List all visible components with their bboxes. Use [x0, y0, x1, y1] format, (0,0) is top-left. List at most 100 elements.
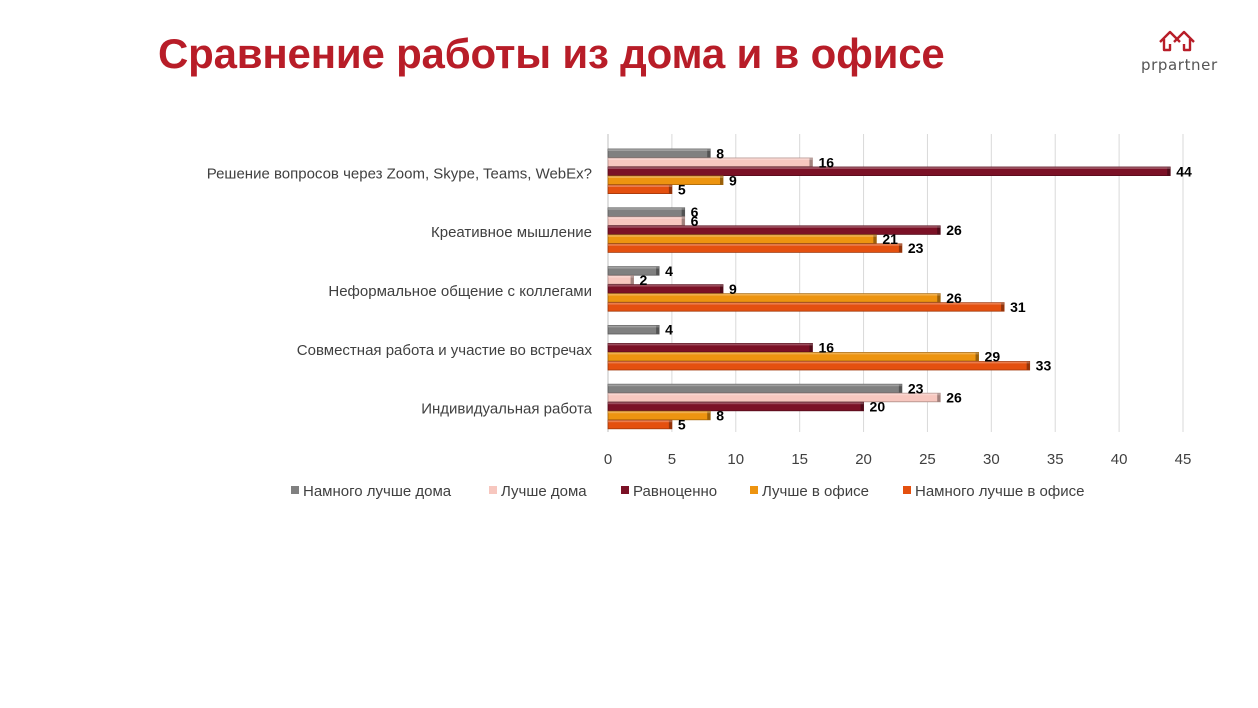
- x-tick-label: 0: [604, 451, 612, 468]
- bar-end-bevel: [707, 411, 711, 420]
- legend-label: Лучше в офисе: [762, 483, 869, 500]
- bar-highlight: [608, 352, 979, 355]
- x-tick-label: 30: [983, 451, 1000, 468]
- legend-swatch: [489, 486, 497, 494]
- bar-highlight: [608, 216, 685, 219]
- data-label: 5: [678, 181, 686, 197]
- bar-end-bevel: [809, 343, 813, 352]
- legend-label: Лучше дома: [501, 483, 587, 500]
- data-label: 9: [729, 281, 737, 297]
- bar-highlight: [608, 167, 1171, 169]
- x-tick-label: 15: [791, 451, 808, 468]
- data-label: 5: [678, 417, 686, 433]
- data-label: 4: [665, 322, 673, 338]
- category-label: Совместная работа и участие во встречах: [297, 342, 593, 359]
- category-label: Неформальное общение с коллегами: [328, 283, 592, 300]
- data-label: 33: [1036, 358, 1052, 374]
- bar-highlight: [608, 158, 813, 160]
- bar-highlight: [608, 234, 877, 237]
- x-tick-label: 5: [668, 451, 676, 468]
- data-label: 29: [985, 349, 1001, 365]
- x-tick-label: 20: [855, 451, 872, 468]
- bar-highlight: [608, 402, 864, 405]
- bar-highlight: [608, 361, 1030, 364]
- bar-highlight: [608, 207, 685, 210]
- bar-end-bevel: [681, 216, 685, 226]
- bar-highlight: [608, 343, 813, 346]
- bar-end-bevel: [1167, 167, 1171, 176]
- bar-highlight: [608, 384, 902, 387]
- bar-end-bevel: [668, 185, 672, 194]
- bar-highlight: [608, 411, 711, 414]
- bar-end-bevel: [898, 243, 902, 253]
- bar-end-bevel: [873, 234, 877, 244]
- x-tick-label: 45: [1175, 451, 1192, 468]
- bar-end-bevel: [707, 149, 711, 158]
- category-label: Решение вопросов через Zoom, Skype, Team…: [207, 165, 592, 182]
- category-labels: Решение вопросов через Zoom, Skype, Team…: [207, 165, 593, 417]
- bar-highlight: [608, 275, 634, 278]
- data-label: 4: [665, 263, 673, 279]
- legend-label: Равноценно: [633, 483, 717, 500]
- bar-end-bevel: [668, 420, 672, 429]
- bar-highlight: [608, 293, 941, 296]
- data-label: 23: [908, 381, 924, 397]
- bar-end-bevel: [1026, 361, 1030, 370]
- bar-highlight: [608, 225, 941, 228]
- bar-highlight: [608, 266, 660, 269]
- bar-highlight: [608, 149, 711, 151]
- bar-end-bevel: [937, 393, 941, 402]
- house-logo-icon: [1159, 30, 1195, 52]
- x-axis-ticks: 0 5 10 15 20 25 30 35 40 45: [604, 451, 1192, 468]
- x-tick-label: 35: [1047, 451, 1064, 468]
- data-label: 44: [1176, 163, 1192, 179]
- data-label: 23: [908, 240, 924, 256]
- bar-highlight: [608, 176, 723, 178]
- bar-end-bevel: [720, 176, 723, 185]
- data-label: 6: [691, 213, 699, 229]
- bar-end-bevel: [975, 352, 979, 361]
- bar-end-bevel: [720, 284, 723, 294]
- bar-end-bevel: [630, 275, 634, 285]
- x-tick-label: 10: [727, 451, 744, 468]
- bar-end-bevel: [937, 225, 941, 235]
- slide-title: Сравнение работы из дома и в офисе: [158, 30, 945, 77]
- legend-label: Намного лучше в офисе: [915, 483, 1084, 500]
- bar-highlight: [608, 185, 672, 187]
- bar-end-bevel: [809, 158, 813, 167]
- bar-end-bevel: [937, 293, 941, 303]
- data-label: 26: [946, 390, 962, 406]
- category-label: Креативное мышление: [431, 224, 592, 241]
- data-label: 20: [870, 399, 886, 415]
- data-label: 6: [691, 204, 699, 220]
- data-label: 8: [716, 408, 724, 424]
- legend: Намного лучше дома Лучше дома Равноценно Лу…: [291, 483, 1084, 500]
- bar-end-bevel: [656, 266, 660, 276]
- data-label: 9: [729, 172, 737, 188]
- legend-swatch: [903, 486, 911, 494]
- legend-swatch: [621, 486, 629, 494]
- bar-end-bevel: [860, 402, 864, 411]
- logo-text: prpartner: [1141, 56, 1218, 74]
- data-label: 2: [640, 272, 648, 288]
- data-label: 26: [946, 290, 962, 306]
- x-tick-label: 40: [1111, 451, 1128, 468]
- bar-end-bevel: [898, 384, 902, 393]
- bar-highlight: [608, 284, 723, 287]
- data-label: 8: [716, 145, 724, 161]
- prpartner-logo: prpartner: [1138, 30, 1228, 76]
- bar-end-bevel: [1001, 302, 1005, 312]
- bar-end-bevel: [656, 325, 660, 334]
- bar-highlight: [608, 325, 660, 328]
- bar-highlight: [608, 393, 941, 396]
- data-label: 26: [946, 222, 962, 238]
- data-label: 21: [882, 231, 898, 247]
- legend-swatch: [291, 486, 299, 494]
- data-label: 16: [818, 154, 834, 170]
- legend-swatch: [750, 486, 758, 494]
- category-label: Индивидуальная работа: [421, 401, 592, 418]
- bar-highlight: [608, 302, 1005, 305]
- data-label: 31: [1010, 299, 1026, 315]
